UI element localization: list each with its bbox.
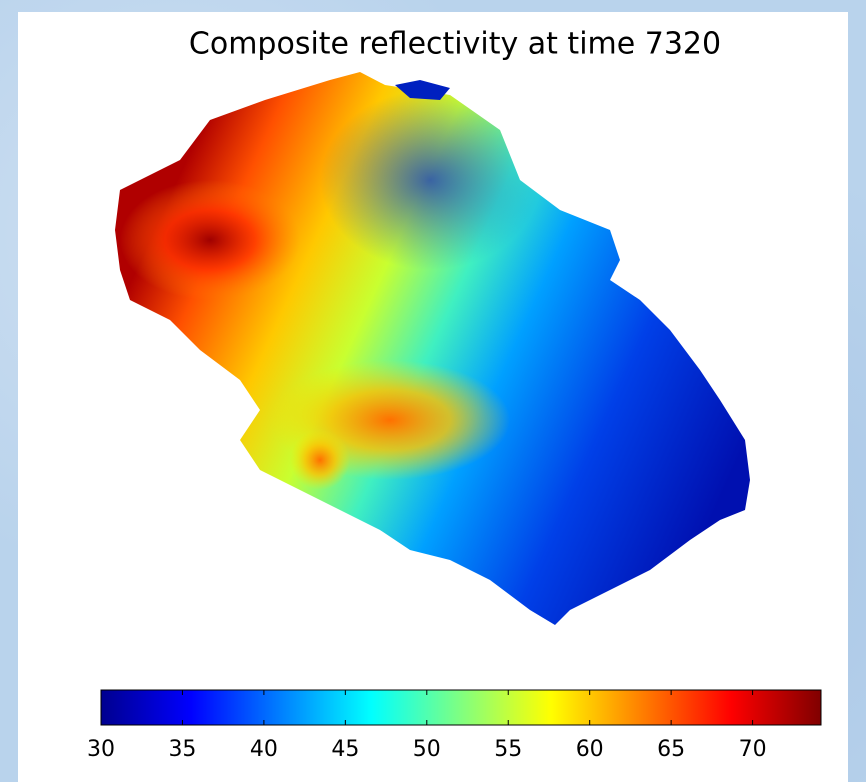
colorbar-tick-label: 35 (168, 737, 196, 762)
storm-cell (395, 80, 450, 100)
colorbar-tick-label: 40 (250, 737, 278, 762)
colorbar-tick-label: 45 (331, 737, 359, 762)
chart-title: Composite reflectivity at time 7320 (189, 27, 721, 62)
colorbar-tick-label: 70 (739, 737, 767, 762)
colorbar-tick-label: 30 (87, 737, 115, 762)
colorbar (100, 689, 822, 726)
colorbar-tick-label: 60 (576, 737, 604, 762)
colorbar-tick-label: 55 (494, 737, 522, 762)
colorbar-tick-label: 50 (413, 737, 441, 762)
colorbar-tick-label: 65 (657, 737, 685, 762)
